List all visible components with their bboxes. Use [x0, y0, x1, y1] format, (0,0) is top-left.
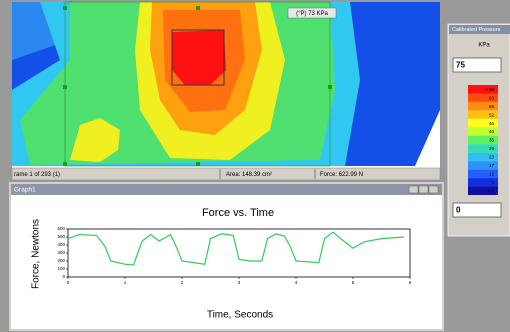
force-status: Force: 622.99 N [320, 172, 363, 178]
y-tick-label: 500 [57, 234, 65, 239]
handle[interactable] [63, 162, 67, 166]
map-region [172, 30, 226, 85]
y-tick-label: 200 [57, 258, 65, 263]
area-status: Area: 148.39 cm² [226, 172, 272, 178]
unit-label: KPa [478, 43, 490, 49]
legend-label: 17 [489, 163, 495, 168]
panel-title-bar [449, 25, 510, 34]
graph-title-bar [11, 184, 442, 195]
x-axis-label: Time, Seconds [207, 310, 273, 321]
legend-label: 46 [489, 121, 495, 126]
annotation-box [287, 7, 337, 19]
x-tick-label: 2 [181, 280, 184, 285]
legend-label: 40 [489, 129, 495, 134]
legend-label: 23 [489, 155, 495, 160]
legend-swatch [468, 101, 498, 111]
legend-swatch [468, 169, 498, 179]
legend-label: 63 [489, 95, 495, 100]
x-tick-label: 3 [238, 280, 241, 285]
legend-label: 52 [489, 112, 495, 117]
max-input-value: 75 [456, 61, 465, 70]
y-tick-label: 300 [57, 250, 65, 255]
legend-label: > 69 [485, 87, 494, 92]
legend-label: > 0 [488, 188, 495, 193]
handle[interactable] [328, 85, 332, 89]
legend-label: 12 [489, 172, 495, 177]
force-line [67, 231, 405, 266]
maximize-button[interactable] [418, 185, 429, 194]
legend-swatch [468, 186, 498, 195]
handle[interactable] [63, 85, 67, 89]
legend-swatch [468, 161, 498, 170]
y-axis-label: Force, Newtons [31, 219, 42, 289]
graph-window [9, 182, 444, 331]
handles [63, 6, 332, 166]
legend-swatch [468, 135, 498, 145]
graph-window-title: Graph1 [14, 187, 36, 194]
legend-label: 58 [489, 104, 495, 109]
y-tick-label: 600 [57, 226, 65, 231]
y-tick-label: 0 [62, 274, 65, 279]
x-tick-label: 1 [124, 280, 127, 285]
legend-swatch [468, 85, 498, 94]
handle[interactable] [196, 162, 200, 166]
legend-swatch [468, 118, 498, 128]
legend-label: 29 [489, 146, 495, 151]
status-bar [11, 167, 441, 181]
min-input-value: 0 [456, 206, 461, 215]
y-tick-label: 400 [57, 242, 65, 247]
max-input[interactable] [452, 57, 502, 73]
min-input[interactable] [452, 202, 502, 218]
legend-swatch [468, 110, 498, 119]
y-tick-label: 100 [57, 266, 65, 271]
annotation: (°P) 73 KPa [296, 11, 328, 17]
color-legend: > 69 63 58 52 46 40 35 29 23 17 12 6 > 0 [468, 85, 498, 195]
x-tick-label: 4 [295, 280, 298, 285]
legend-swatch [468, 144, 498, 153]
chart-title: Force vs. Time [202, 207, 274, 219]
x-tick-label: 5 [352, 280, 355, 285]
x-tick-label: 6 [409, 280, 412, 285]
legend-swatch [468, 152, 498, 162]
handle[interactable] [196, 6, 200, 10]
panel-title: Calibrated Pressure [452, 27, 501, 33]
legend-swatch [468, 127, 498, 136]
legend-swatch [468, 178, 498, 187]
legend-label: 6 [491, 180, 494, 185]
legend-swatch [468, 93, 498, 102]
close-button[interactable] [428, 185, 439, 194]
handle[interactable] [63, 6, 67, 10]
selection-box[interactable] [171, 29, 225, 86]
legend-label: 35 [489, 138, 495, 143]
map-region [70, 118, 120, 162]
x-tick-label: 0 [67, 280, 70, 285]
minimize-button[interactable] [408, 185, 419, 194]
frame-status: rame 1 of 293 (1) [14, 172, 60, 178]
